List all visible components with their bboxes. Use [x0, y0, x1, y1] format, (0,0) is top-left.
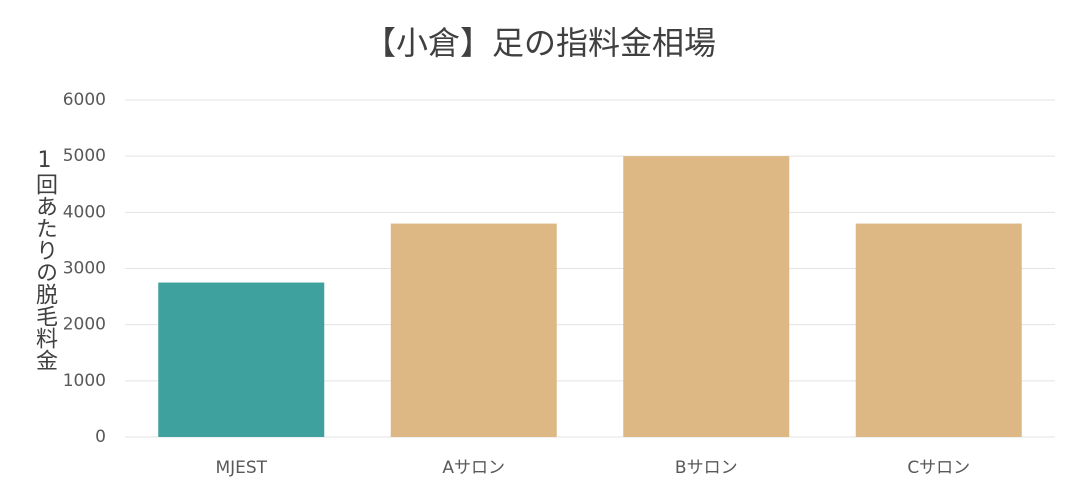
x-tick-label: Aサロン: [442, 458, 505, 478]
y-tick-label: 6000: [63, 90, 106, 110]
chart-title: 【小倉】足の指料金相場: [364, 24, 716, 62]
y-tick-label: 0: [95, 427, 106, 447]
bar: [390, 223, 557, 437]
x-tick-label: Cサロン: [907, 458, 970, 478]
bar: [623, 156, 790, 437]
x-tick-label: MJEST: [215, 458, 267, 478]
x-tick-label: Bサロン: [675, 458, 738, 478]
y-tick-label: 5000: [63, 146, 106, 166]
bar: [158, 282, 325, 437]
y-tick-label: 3000: [63, 259, 106, 279]
y-tick-label: 4000: [63, 202, 106, 222]
y-tick-label: 1000: [63, 371, 106, 391]
y-axis-label: 1回あたりの脱毛料金: [32, 148, 58, 371]
bar: [855, 223, 1022, 437]
y-tick-label: 2000: [63, 315, 106, 335]
